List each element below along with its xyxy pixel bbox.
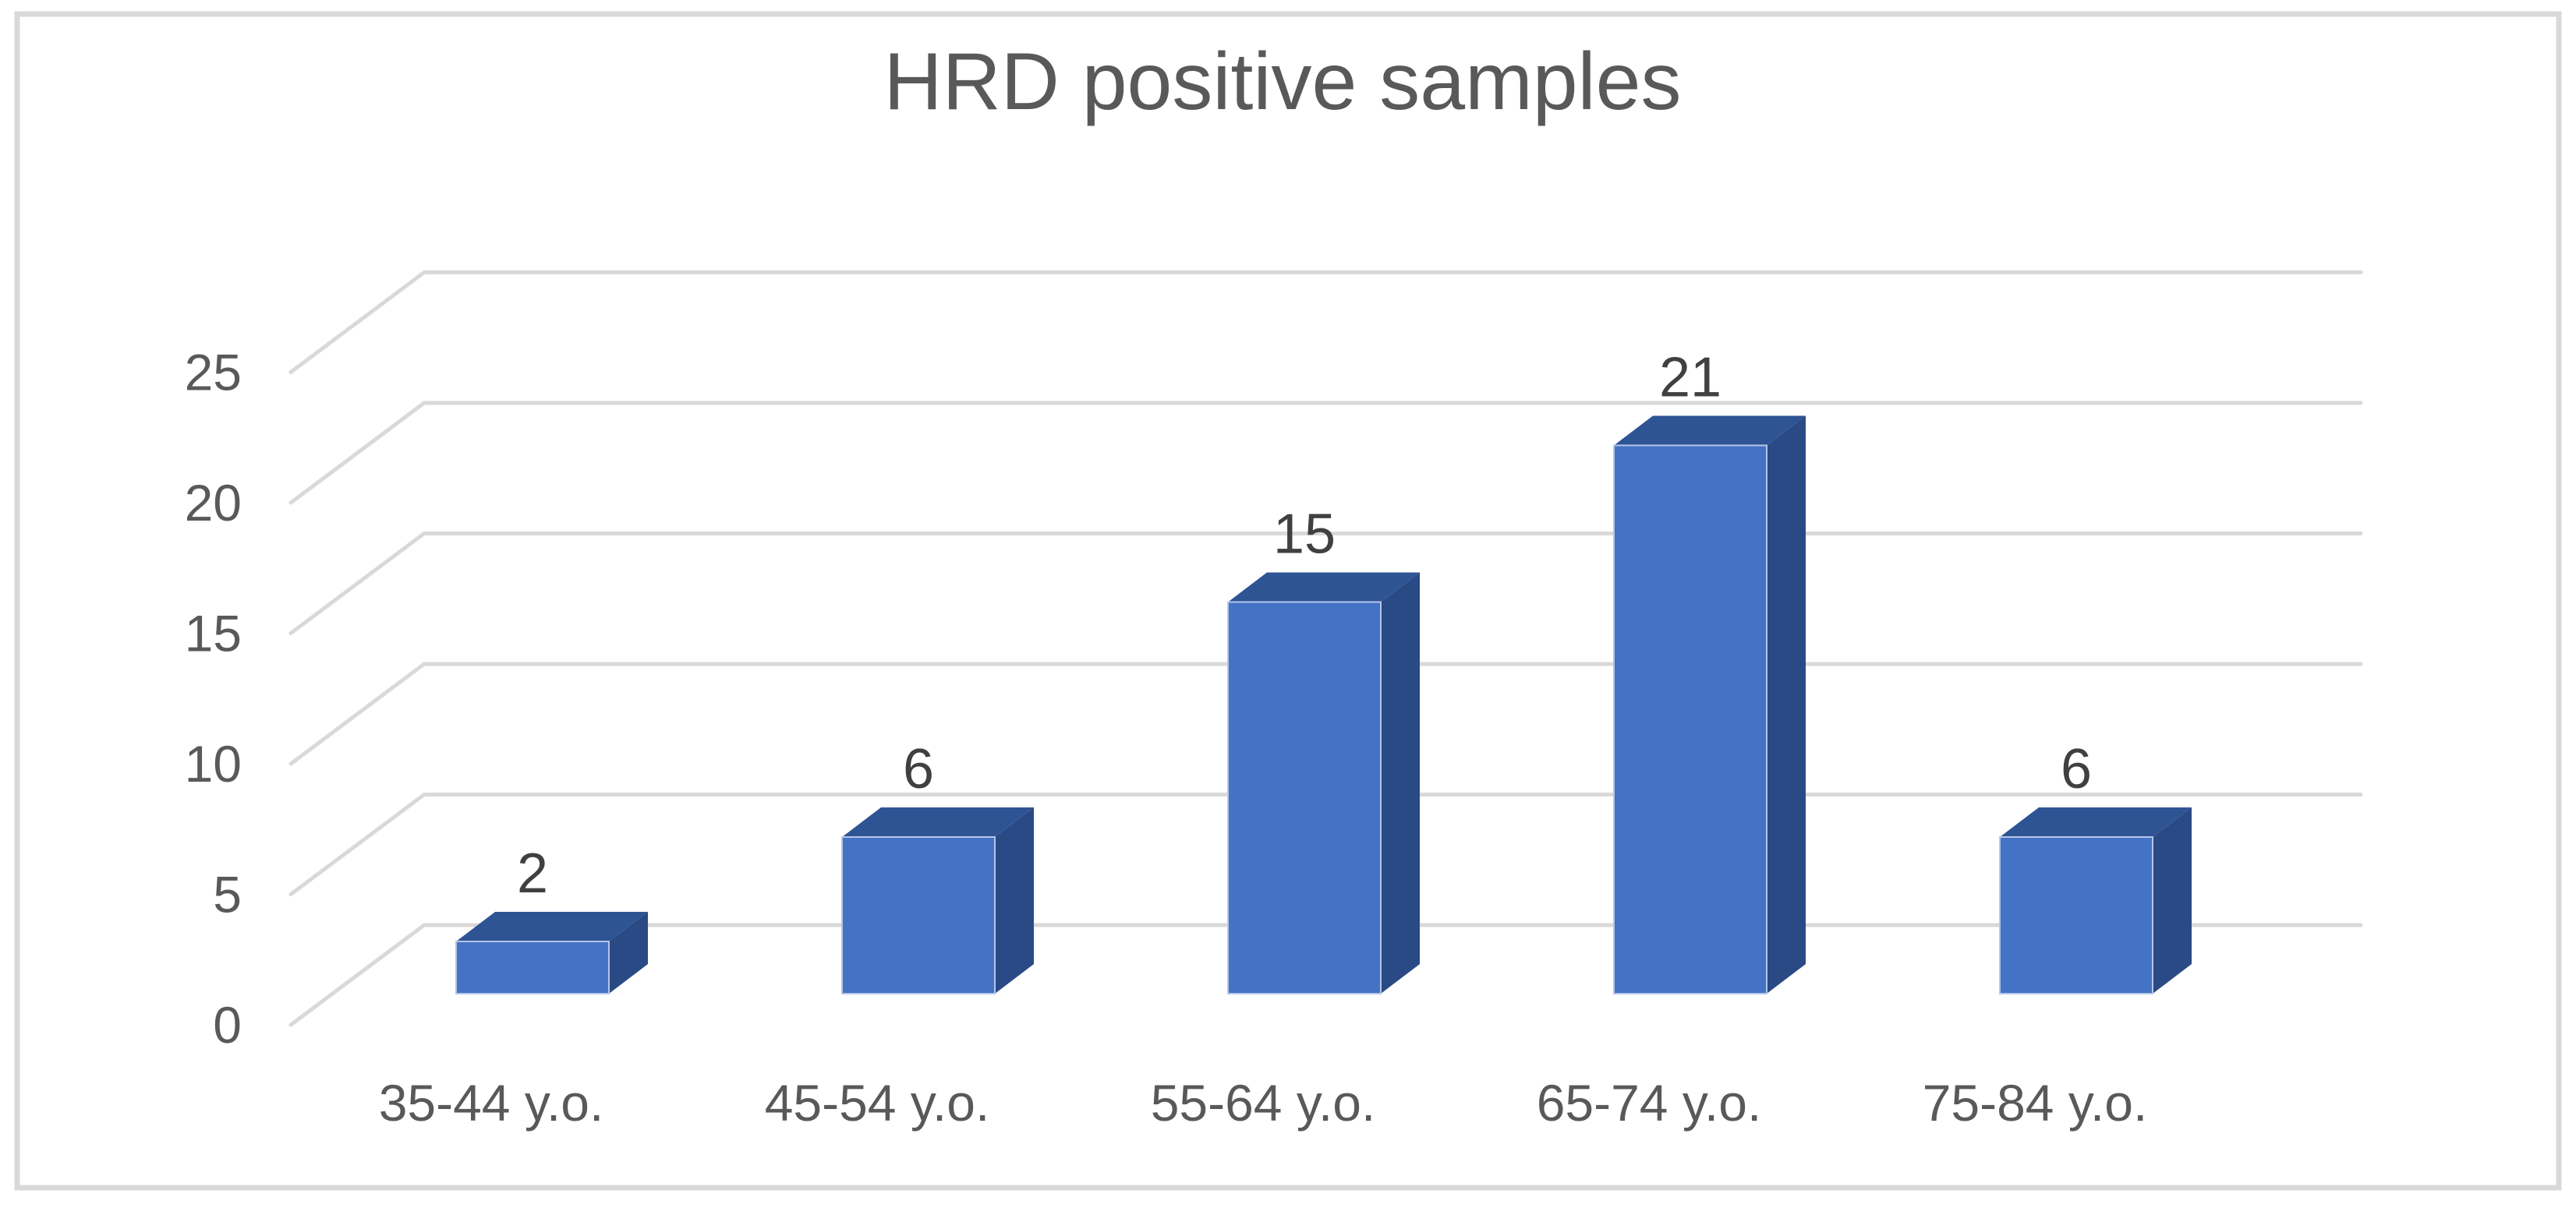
- x-axis-label-0: 35-44 y.o.: [379, 1074, 604, 1132]
- data-labels-group: 2 6 15 21 6: [517, 347, 2092, 906]
- bar-side-face: [609, 912, 648, 994]
- bar-side-face: [1381, 572, 1420, 994]
- bar-front-face: [1227, 601, 1382, 994]
- data-label-75-84-y-o-: 6: [2061, 738, 2092, 800]
- data-label-55-64-y-o-: 15: [1273, 503, 1336, 566]
- gridline-20: [288, 401, 2363, 505]
- x-axis-label-3: 65-74 y.o.: [1537, 1074, 1762, 1132]
- bar-top-face: [1614, 415, 1806, 446]
- bar-front-face: [455, 941, 610, 994]
- y-axis-label-25: 25: [185, 344, 242, 401]
- bar-top-face: [842, 807, 1034, 837]
- y-axis-label-20: 20: [185, 474, 242, 532]
- bar-top-face: [456, 912, 648, 941]
- bar-65-74-y-o-: [1613, 415, 1806, 994]
- data-label-45-54-y-o-: 6: [903, 738, 934, 800]
- data-label-35-44-y-o-: 2: [517, 842, 548, 905]
- x-axis-label-1: 45-54 y.o.: [765, 1074, 990, 1132]
- bar-55-64-y-o-: [1227, 572, 1420, 994]
- data-label-65-74-y-o-: 21: [1659, 347, 1721, 409]
- bar-top-face: [2000, 807, 2192, 837]
- bar-side-face: [995, 807, 1034, 994]
- axis-labels-group: 0 5 10 15 20 25 35-44 y.o. 45-54 y.o. 55-64 y.o.…: [185, 344, 2148, 1132]
- chart-title: HRD positive samples: [884, 37, 1682, 127]
- y-axis-label-5: 5: [213, 866, 242, 924]
- y-axis-label-10: 10: [185, 735, 242, 793]
- gridline-25: [288, 270, 2363, 374]
- y-axis-label-0: 0: [213, 996, 242, 1054]
- chart-border: [14, 11, 2562, 1191]
- bar-side-face: [1767, 415, 1806, 994]
- bar-front-face: [1999, 836, 2153, 994]
- bar-front-face: [841, 836, 996, 994]
- bar-top-face: [1228, 572, 1420, 602]
- bars-group: [455, 415, 2192, 994]
- bar-front-face: [1613, 444, 1767, 994]
- bar-45-54-y-o-: [841, 807, 1034, 994]
- bar-75-84-y-o-: [1999, 807, 2192, 994]
- x-axis-label-2: 55-64 y.o.: [1151, 1074, 1376, 1132]
- bar-side-face: [2153, 807, 2192, 994]
- x-axis-label-4: 75-84 y.o.: [1923, 1074, 2148, 1132]
- bar-35-44-y-o-: [455, 912, 648, 994]
- y-axis-label-15: 15: [185, 605, 242, 662]
